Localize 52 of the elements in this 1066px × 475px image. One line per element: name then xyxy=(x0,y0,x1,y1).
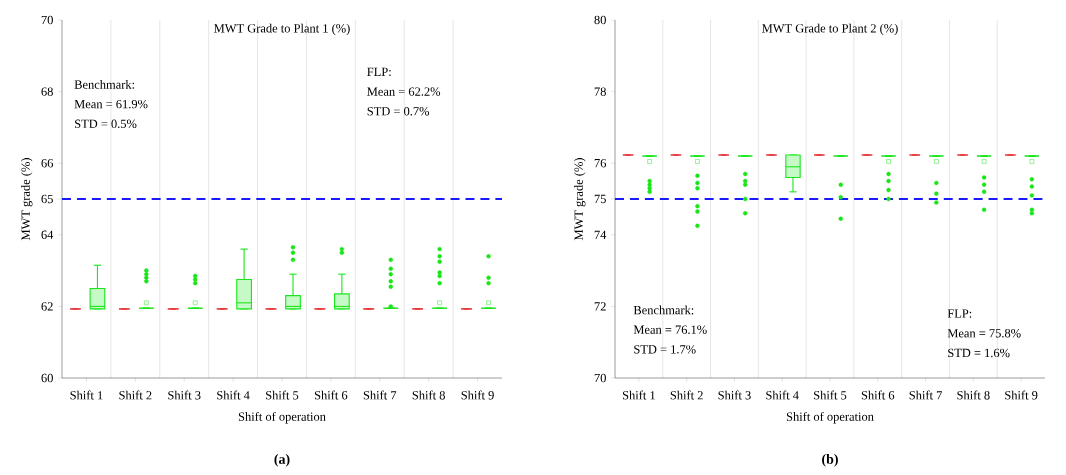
chart-title: MWT Grade to Plant 2 (%) xyxy=(762,23,898,36)
y-axis-title: MWT grade (%) xyxy=(21,158,33,241)
y-tick-label: 74 xyxy=(594,230,607,239)
x-tick-label: Shift 2 xyxy=(119,390,152,400)
x-tick-label: Shift 5 xyxy=(814,390,847,400)
y-tick-label: 78 xyxy=(594,87,606,96)
y-tick-label: 70 xyxy=(594,373,606,383)
y-tick-label: 62 xyxy=(41,302,53,311)
y-tick-label: 70 xyxy=(41,15,53,25)
x-tick-label: Shift 8 xyxy=(957,390,990,400)
annotation: FLP: xyxy=(367,67,391,77)
x-tick-label: Shift 3 xyxy=(168,390,201,400)
x-tick-label: Shift 6 xyxy=(314,390,348,400)
x-tick-label: Shift 4 xyxy=(766,390,799,400)
x-tick-label: Shift 2 xyxy=(670,390,703,400)
annotation: STD = 1.6% xyxy=(948,348,1010,358)
x-tick-label: Shift 7 xyxy=(909,390,942,400)
y-tick-label: 66 xyxy=(41,159,54,168)
chart-title: MWT Grade to Plant 1 (%) xyxy=(214,23,350,36)
x-tick-label: Shift 1 xyxy=(622,390,655,400)
x-axis-title: Shift of operation xyxy=(238,411,326,424)
x-tick-label: Shift 5 xyxy=(266,390,299,400)
annotation: STD = 0.5% xyxy=(75,119,137,129)
x-tick-label: Shift 6 xyxy=(861,390,895,400)
text: (a) xyxy=(274,454,290,467)
annotation: FLP: xyxy=(947,309,972,318)
annotation: Mean = 61.9% xyxy=(74,99,148,109)
annotation: Mean = 75.8% xyxy=(947,329,1021,338)
x-tick-label: Shift 9 xyxy=(461,390,494,400)
y-tick-label: 60 xyxy=(41,373,53,383)
y-axis-title: MWT grade (%) xyxy=(574,158,586,241)
x-tick-label: Shift 7 xyxy=(363,390,397,400)
y-tick-label: 65 xyxy=(41,194,53,204)
annotation: STD = 1.7% xyxy=(634,345,696,354)
x-axis-title: Shift of operation xyxy=(786,411,874,424)
annotation: Mean = 62.2% xyxy=(367,87,441,96)
y-tick-label: 64 xyxy=(41,230,54,239)
x-tick-label: Shift 4 xyxy=(217,390,250,400)
y-tick-label: 80 xyxy=(594,15,606,25)
x-tick-label: Shift 3 xyxy=(718,390,751,400)
y-tick-label: 75 xyxy=(594,194,606,204)
x-tick-label: Shift 1 xyxy=(70,390,103,400)
x-tick-label: Shift 9 xyxy=(1005,390,1038,400)
y-tick-label: 72 xyxy=(594,302,606,311)
annotation: Mean = 76.1% xyxy=(633,325,707,334)
x-tick-label: Shift 8 xyxy=(412,390,445,400)
annotation: Benchmark: xyxy=(74,80,135,89)
annotation: Benchmark: xyxy=(633,305,694,315)
text: (b) xyxy=(822,454,838,467)
y-tick-label: 68 xyxy=(41,87,53,96)
annotation: STD = 0.7% xyxy=(367,107,430,116)
y-tick-label: 76 xyxy=(594,159,607,168)
